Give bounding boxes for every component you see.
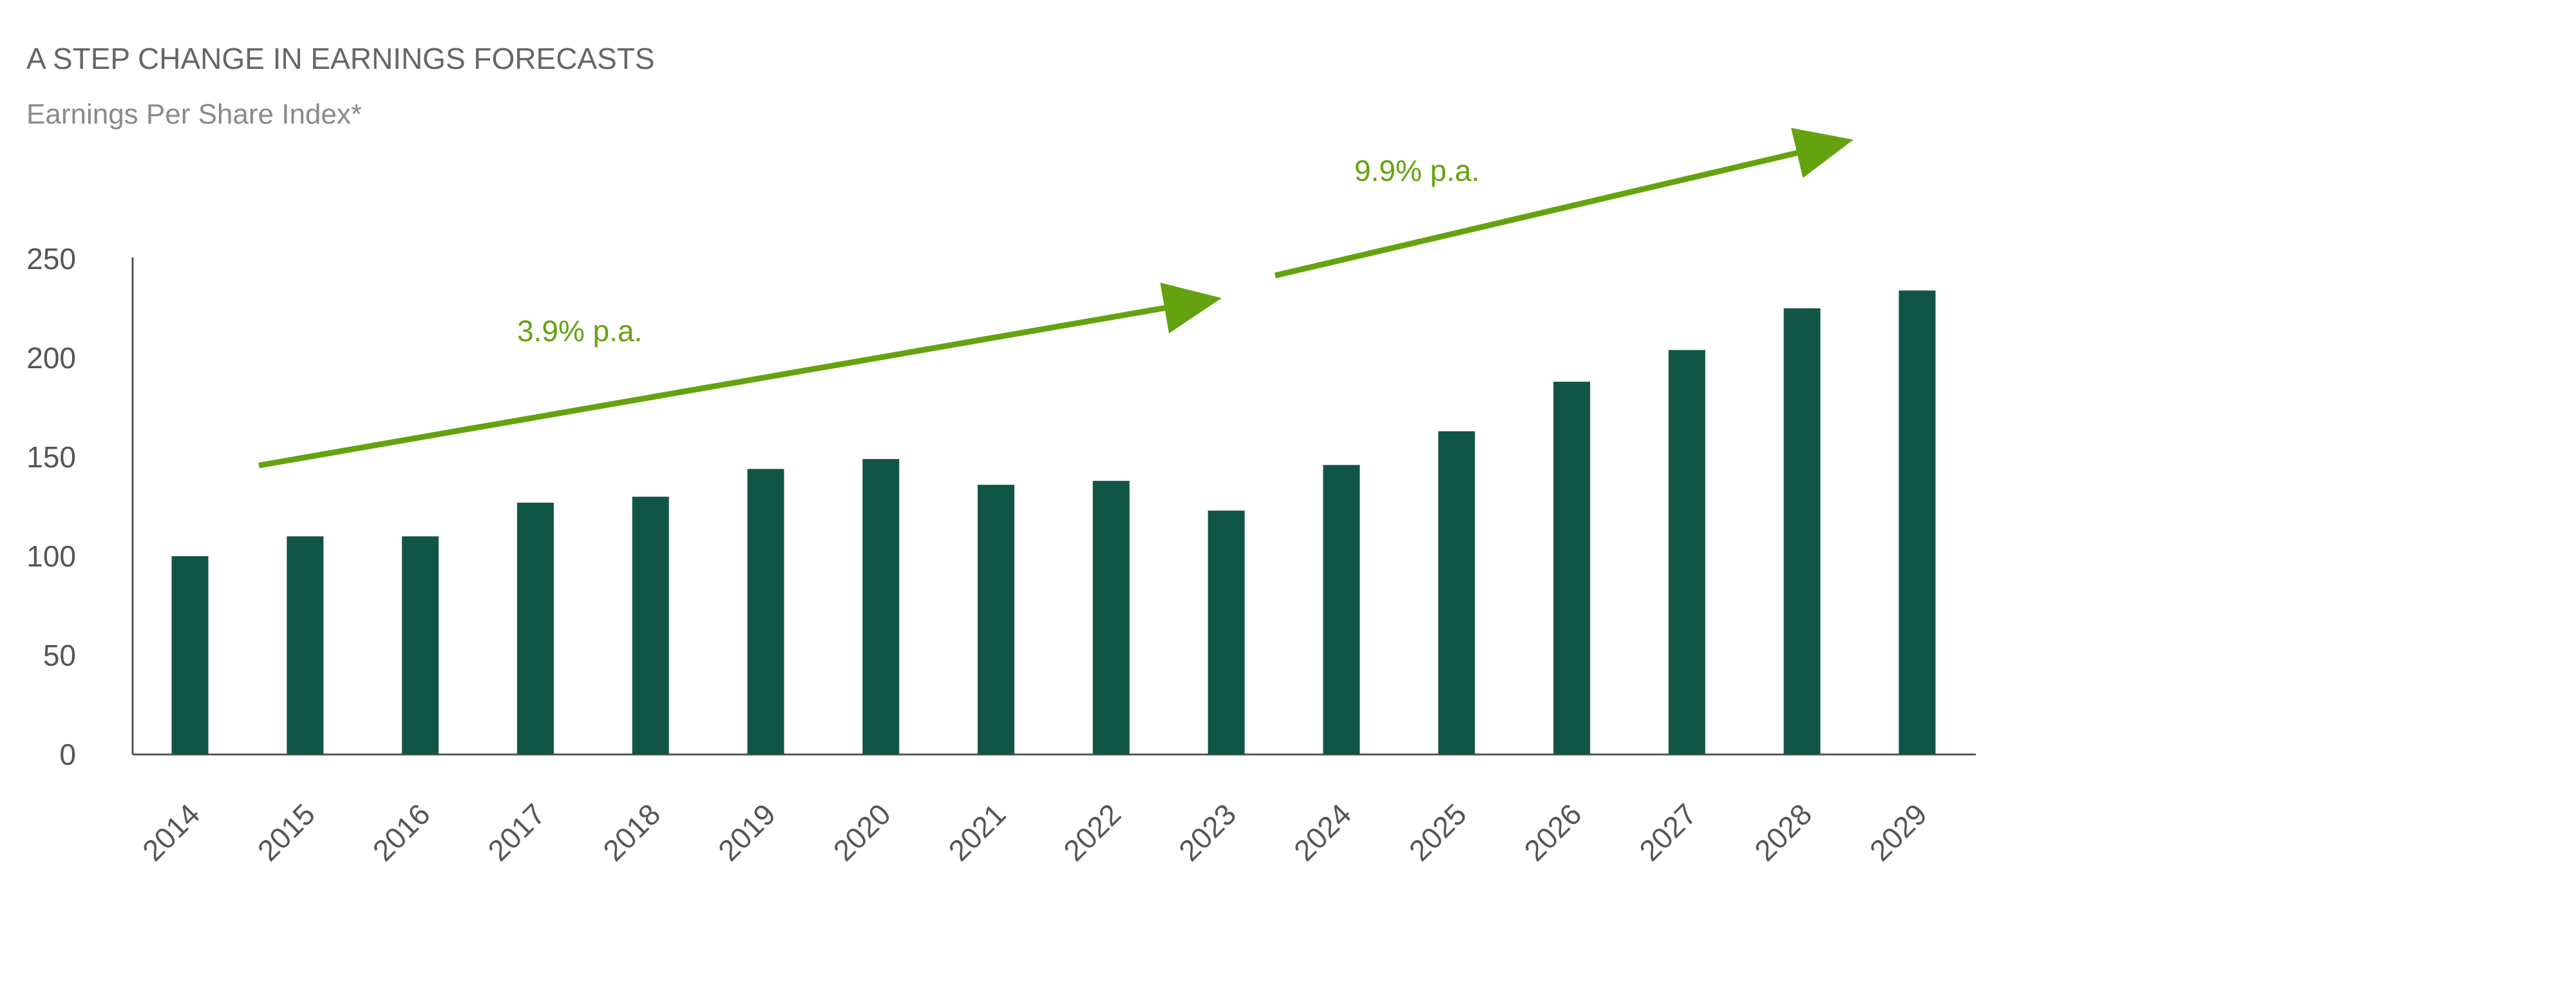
x-tick-label: 2028	[1748, 797, 1818, 867]
x-tick-label: 2020	[827, 797, 897, 867]
y-tick-label: 200	[26, 341, 76, 375]
x-tick-label: 2027	[1633, 797, 1703, 867]
annotation-label-1: 3.9% p.a.	[517, 314, 642, 348]
x-tick-label: 2014	[136, 797, 206, 867]
growth-arrow-2023-2029-head	[1791, 127, 1853, 178]
y-tick-label: 150	[26, 440, 76, 474]
x-tick-label: 2022	[1057, 797, 1127, 867]
bar-2026	[1553, 381, 1591, 754]
x-tick-label: 2016	[366, 797, 437, 867]
bar-2027	[1668, 350, 1705, 754]
x-tick-label: 2015	[251, 797, 321, 867]
bar-2017	[516, 502, 554, 754]
growth-arrow-2015-2023-shaft	[258, 304, 1166, 469]
bar-2014	[171, 556, 209, 754]
x-tick-label: 2024	[1287, 797, 1358, 867]
bar-2018	[632, 496, 669, 754]
chart-title: A STEP CHANGE IN EARNINGS FORECASTS	[26, 42, 655, 75]
y-tick-label: 0	[59, 738, 76, 771]
annotation-label-2: 9.9% p.a.	[1354, 154, 1479, 187]
x-tick-label: 2018	[596, 797, 667, 867]
x-tick-label: 2029	[1863, 797, 1933, 867]
bar-2022	[1092, 480, 1130, 754]
y-tick-label: 250	[26, 242, 76, 276]
x-tick-label: 2021	[942, 797, 1012, 867]
y-tick-label: 100	[26, 539, 76, 573]
bar-2021	[978, 485, 1015, 754]
chart-subtitle: Earnings Per Share Index*	[26, 98, 362, 130]
growth-arrow-2015-2023-head	[1160, 283, 1222, 333]
bar-2020	[862, 459, 900, 754]
x-tick-label: 2019	[712, 797, 782, 867]
bar-2016	[402, 536, 439, 754]
x-tick-label: 2017	[481, 797, 551, 867]
bar-2024	[1323, 465, 1360, 754]
bar-2019	[747, 469, 784, 754]
x-tick-label: 2023	[1172, 797, 1242, 867]
growth-arrow-2023-2029-shaft	[1274, 150, 1798, 279]
bar-2029	[1899, 290, 1936, 754]
bar-2025	[1438, 431, 1475, 754]
x-tick-label: 2026	[1518, 797, 1588, 867]
y-tick-label: 50	[43, 639, 76, 672]
bar-2028	[1783, 308, 1821, 754]
x-tick-label: 2025	[1403, 797, 1473, 867]
bar-2015	[287, 536, 324, 754]
bar-2023	[1208, 510, 1245, 754]
